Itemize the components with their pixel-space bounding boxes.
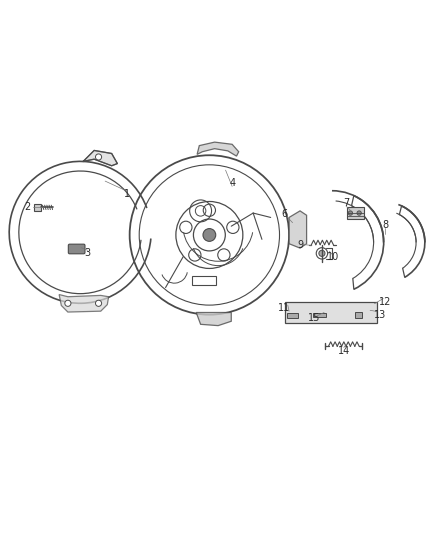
Circle shape [203, 229, 216, 241]
Circle shape [95, 154, 102, 160]
Circle shape [319, 251, 325, 256]
Text: 13: 13 [374, 310, 386, 320]
Bar [347, 207, 364, 219]
Circle shape [357, 211, 361, 215]
Text: 8: 8 [382, 220, 389, 230]
Circle shape [95, 300, 102, 306]
Circle shape [227, 221, 239, 233]
Text: 6: 6 [282, 209, 288, 219]
Polygon shape [289, 211, 307, 248]
Bar [192, 276, 216, 285]
Text: 15: 15 [308, 313, 321, 323]
Polygon shape [59, 295, 109, 312]
Text: 2: 2 [24, 202, 30, 212]
Text: 9: 9 [297, 240, 303, 249]
Bar [313, 313, 326, 317]
Polygon shape [196, 312, 231, 326]
Text: 12: 12 [379, 296, 392, 306]
Polygon shape [197, 142, 239, 156]
Text: 11: 11 [278, 303, 290, 313]
Text: 3: 3 [85, 248, 91, 259]
Circle shape [180, 221, 192, 233]
FancyBboxPatch shape [68, 244, 85, 254]
Circle shape [189, 249, 201, 261]
Text: 14: 14 [338, 345, 350, 356]
Text: 7: 7 [343, 198, 349, 208]
Bar [287, 313, 298, 318]
Text: 1: 1 [124, 189, 130, 199]
Circle shape [65, 300, 71, 306]
Text: 10: 10 [327, 252, 339, 262]
Circle shape [218, 249, 230, 261]
Polygon shape [83, 150, 117, 166]
Bar [285, 302, 377, 322]
Circle shape [203, 204, 215, 216]
Bar [355, 312, 362, 318]
Circle shape [348, 211, 353, 215]
Text: 4: 4 [229, 178, 235, 188]
Bar [34, 204, 41, 211]
